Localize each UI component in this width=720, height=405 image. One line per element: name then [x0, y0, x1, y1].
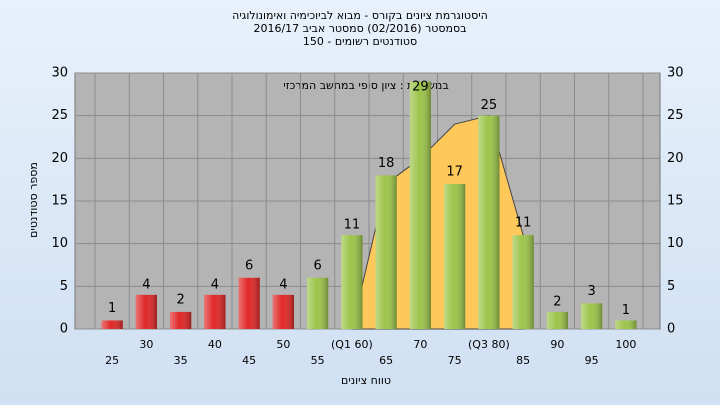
x-tick-label: 55 [311, 354, 325, 367]
y-tick-label: 30 [51, 66, 68, 81]
bar-shade [170, 311, 192, 329]
value-label: 4 [279, 277, 287, 292]
x-axis-label: טווח ציונים [341, 374, 391, 387]
y2-tick-label: 5 [667, 279, 675, 294]
value-label: 1 [622, 303, 630, 318]
value-label: 3 [587, 284, 595, 299]
x-tick-label: 50 [276, 338, 290, 351]
value-label: 2 [553, 294, 561, 309]
bar-shade [135, 294, 157, 329]
y2-tick-label: 15 [667, 194, 684, 209]
x-tick-label: 40 [208, 338, 222, 351]
x-tick-label: 100 [615, 338, 636, 351]
value-label: 6 [245, 258, 253, 273]
y-tick-label: 25 [51, 108, 68, 123]
x-tick-label: 95 [585, 354, 599, 367]
y2-tick-label: 20 [667, 151, 684, 166]
x-tick-label: (Q1 60) [331, 338, 373, 351]
bar-shade [101, 320, 123, 329]
x-tick-label: 65 [379, 354, 393, 367]
y-tick-label: 5 [60, 279, 68, 294]
x-tick-label: 70 [413, 338, 427, 351]
value-label: 4 [211, 277, 219, 292]
x-tick-label: (Q3 80) [468, 338, 510, 351]
bar-shade [581, 303, 603, 329]
chart-subtitle: בסמסטר (02/2016) סמסטר אביב 2016/17 [253, 22, 466, 35]
y-tick-label: 15 [51, 194, 68, 209]
value-label: 18 [378, 156, 395, 171]
value-label: 1 [108, 301, 116, 316]
bar-shade [615, 320, 637, 329]
y-axis-label: מספר סטודנטים [27, 162, 40, 238]
annotation: במשבצת : ציון סופי במחשב המרכזי [283, 79, 449, 92]
bar-shade [478, 115, 500, 330]
y-tick-label: 10 [51, 236, 68, 251]
chart-subtitle: סטודנטים רשומים - 150 [303, 35, 417, 48]
y-tick-label: 20 [51, 151, 68, 166]
bar-shade [409, 81, 431, 330]
bar-shade [341, 235, 363, 329]
y2-tick-label: 25 [667, 108, 684, 123]
x-tick-label: 30 [139, 338, 153, 351]
chart-title: היסטוגרמת ציונים בקורס - מבוא לביוכימיה … [232, 9, 488, 22]
value-label: 17 [446, 164, 463, 179]
value-label: 25 [481, 98, 498, 113]
y2-tick-label: 30 [667, 66, 684, 81]
value-label: 11 [344, 218, 361, 233]
x-tick-label: 45 [242, 354, 256, 367]
x-tick-label: 25 [105, 354, 119, 367]
bar-shade [512, 235, 534, 329]
value-label: 4 [142, 277, 150, 292]
x-tick-label: 85 [516, 354, 530, 367]
bar-shade [204, 294, 226, 329]
value-label: 6 [313, 258, 321, 273]
bar-shade [272, 294, 294, 329]
bar-shade [546, 311, 568, 329]
y2-tick-label: 10 [667, 236, 684, 251]
bar-shade [444, 183, 466, 329]
bar-shade [307, 277, 329, 329]
value-label: 29 [412, 80, 429, 95]
y-tick-label: 0 [60, 322, 68, 337]
value-label: 2 [176, 292, 184, 307]
x-tick-label: 75 [448, 354, 462, 367]
value-label: 11 [515, 216, 532, 231]
x-tick-label: 90 [550, 338, 564, 351]
bar-shade [375, 175, 397, 329]
bar-shade [238, 277, 260, 329]
y2-tick-label: 0 [667, 322, 675, 337]
x-tick-label: 35 [174, 354, 188, 367]
